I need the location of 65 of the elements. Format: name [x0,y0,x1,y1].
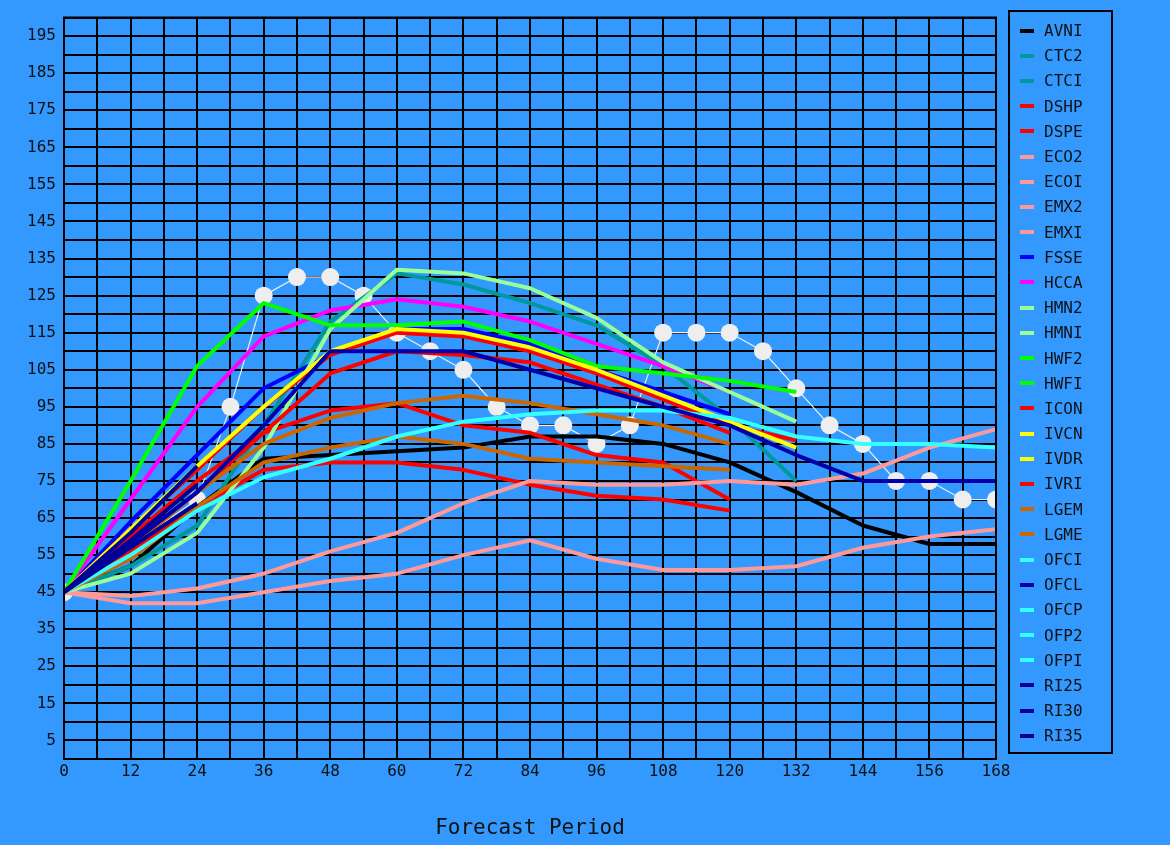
legend-label: LGME [1044,524,1083,544]
y-tick-label: 115 [27,321,56,341]
legend-label: OFCP [1044,600,1083,620]
y-tick-label: 35 [36,618,56,638]
y-tick-label: 195 [27,25,56,45]
y-tick-label: 15 [36,692,56,712]
legend-label: IVRI [1044,474,1083,494]
legend-label: IVCN [1044,424,1083,444]
legend-label: OFP2 [1044,625,1083,645]
y-tick-label: 45 [36,581,56,601]
y-tick-label: 55 [36,544,56,564]
x-tick-label: 144 [848,760,878,780]
legend-label: CTC2 [1044,46,1083,66]
x-tick-label: 12 [120,760,141,780]
y-tick-label: 65 [36,507,56,527]
y-tick-label: 105 [27,358,56,378]
x-tick-label: 96 [586,760,607,780]
y-tick-label: 165 [27,136,56,156]
legend-label: AVNI [1044,21,1083,41]
x-tick-label: 156 [914,760,944,780]
y-tick-label: 125 [27,284,56,304]
y-tick-label: 85 [36,433,56,453]
x-tick-label: 108 [648,760,678,780]
y-tick-label: 155 [27,173,56,193]
y-tick-label: 145 [27,210,56,230]
y-tick-label: 95 [36,395,56,415]
legend-label: DSHP [1044,96,1083,116]
x-tick-label: 132 [781,760,811,780]
x-tick-label: 84 [520,760,540,780]
y-tick-label: 175 [27,99,56,119]
legend-label: EMX2 [1044,197,1083,217]
y-tick-label: 135 [27,247,56,267]
x-tick-label: 168 [981,760,1011,780]
y-tick-label: 25 [36,655,56,675]
legend-label: EMXI [1044,222,1083,242]
legend-label: HMN2 [1044,298,1083,318]
x-tick-label: 36 [254,760,274,780]
x-tick-label: 120 [715,760,745,780]
y-tick-label: 185 [27,62,56,82]
x-tick-label: 0 [59,760,69,780]
legend-label: DSPE [1044,121,1083,141]
legend-label: LGEM [1044,499,1083,519]
legend-label: HMNI [1044,323,1083,343]
y-tick-label: 5 [46,729,56,749]
legend-label: OFCL [1044,575,1083,595]
legend-label: HCCA [1044,272,1083,292]
legend-label: RI30 [1044,701,1083,721]
y-tick-label: 75 [36,470,56,490]
legend-label: ECOI [1044,172,1083,192]
legend-label: ICON [1044,398,1083,418]
legend-label: RI25 [1044,675,1083,695]
x-tick-label: 72 [453,760,474,780]
legend-label: ECO2 [1044,147,1083,167]
legend-label: HWF2 [1044,348,1083,368]
legend-label: OFPI [1044,650,1083,670]
legend-label: RI35 [1044,726,1083,746]
legend-label: IVDR [1044,449,1083,469]
x-tick-label: 60 [387,760,407,780]
x-tick-label: 24 [187,760,207,780]
legend-label: HWFI [1044,373,1083,393]
legend-label: CTCI [1044,71,1083,91]
x-tick-label: 48 [320,760,340,780]
legend-label: OFCI [1044,550,1083,570]
x-axis-title: Forecast Period [435,814,625,839]
legend-label: FSSE [1044,247,1083,267]
